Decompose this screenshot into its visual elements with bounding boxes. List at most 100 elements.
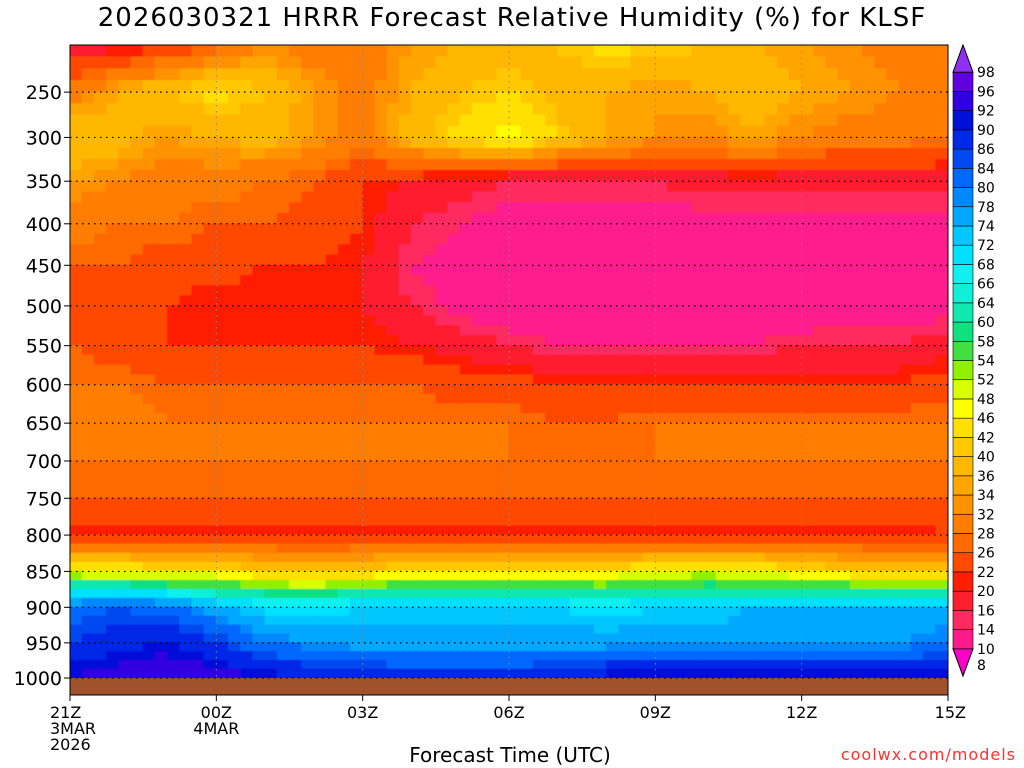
- rh-cell: [386, 588, 400, 599]
- rh-cell: [142, 56, 156, 70]
- rh-cell: [593, 212, 608, 225]
- rh-cell: [106, 191, 120, 204]
- rh-cell: [874, 68, 888, 82]
- rh-cell: [289, 180, 303, 193]
- rh-cell: [410, 606, 425, 617]
- rh-cell: [106, 125, 120, 138]
- rh-cell: [752, 479, 766, 490]
- rh-cell: [215, 393, 230, 405]
- rh-cell: [593, 393, 608, 405]
- rh-cell: [215, 103, 230, 116]
- rh-cell: [191, 393, 205, 405]
- credit-link[interactable]: coolwx.com/models: [840, 745, 1016, 764]
- rh-cell: [849, 606, 864, 617]
- colorbar-swatch: [952, 494, 974, 515]
- rh-cell: [215, 570, 230, 581]
- rh-cell: [118, 68, 132, 82]
- rh-cell: [874, 642, 888, 653]
- rh-cell: [910, 285, 925, 297]
- rh-cell: [825, 325, 839, 337]
- rh-cell: [849, 374, 864, 386]
- rh-cell: [923, 114, 937, 127]
- rh-cell: [728, 469, 742, 481]
- rh-cell: [764, 56, 778, 70]
- rh-cell: [471, 624, 486, 635]
- rh-cell: [264, 114, 278, 127]
- rh-cell: [703, 403, 717, 415]
- rh-cell: [386, 275, 400, 287]
- rh-cell: [142, 68, 156, 82]
- rh-cell: [203, 315, 217, 327]
- rh-cell: [81, 561, 95, 572]
- rh-cell: [886, 103, 900, 116]
- rh-cell: [813, 80, 827, 93]
- rh-cell: [215, 615, 230, 626]
- rh-cell: [898, 525, 912, 536]
- rh-cell: [410, 148, 425, 161]
- rh-cell: [618, 422, 632, 434]
- rh-cell: [179, 534, 193, 545]
- rh-cell: [459, 305, 473, 317]
- rh-cell: [606, 169, 620, 182]
- rh-cell: [752, 315, 766, 327]
- rh-cell: [776, 588, 790, 599]
- rh-cell: [240, 45, 254, 58]
- rh-cell: [593, 125, 608, 138]
- rh-cell: [349, 275, 364, 287]
- rh-cell: [349, 169, 364, 182]
- rh-cell: [642, 305, 656, 317]
- rh-cell: [191, 68, 205, 82]
- rh-cell: [325, 169, 339, 182]
- rh-cell: [679, 403, 693, 415]
- rh-cell: [813, 668, 827, 678]
- rh-cell: [825, 136, 839, 150]
- rh-cell: [825, 254, 839, 266]
- rh-cell: [167, 543, 181, 554]
- rh-cell: [898, 275, 912, 287]
- rh-cell: [606, 633, 620, 644]
- rh-cell: [667, 45, 681, 58]
- rh-cell: [264, 579, 278, 590]
- rh-cell: [520, 570, 534, 581]
- rh-cell: [728, 103, 742, 116]
- rh-cell: [471, 588, 486, 599]
- rh-cell: [764, 606, 778, 617]
- rh-cell: [154, 80, 169, 93]
- rh-cell: [581, 254, 595, 266]
- rh-cell: [801, 169, 815, 182]
- rh-cell: [874, 285, 888, 297]
- rh-cell: [459, 45, 473, 58]
- rh-cell: [703, 68, 717, 82]
- rh-cell: [167, 254, 181, 266]
- rh-cell: [886, 441, 900, 453]
- rh-cell: [337, 136, 351, 150]
- rh-cell: [252, 56, 266, 70]
- rh-cell: [545, 469, 559, 481]
- rh-cell: [532, 615, 547, 626]
- rh-cell: [70, 651, 83, 661]
- rh-cell: [276, 552, 290, 563]
- rh-cell: [715, 525, 729, 536]
- rh-cell: [508, 354, 522, 366]
- rh-cell: [386, 264, 400, 277]
- rh-cell: [93, 633, 108, 644]
- rh-cell: [289, 264, 303, 277]
- rh-cell: [70, 223, 83, 235]
- rh-cell: [740, 125, 754, 138]
- rh-cell: [203, 403, 217, 415]
- rh-cell: [228, 384, 242, 395]
- rh-cell: [276, 191, 290, 204]
- rh-cell: [825, 469, 839, 481]
- rh-cell: [118, 403, 132, 415]
- rh-cell: [813, 579, 827, 590]
- rh-cell: [667, 615, 681, 626]
- rh-cell: [728, 624, 742, 635]
- rh-cell: [898, 285, 912, 297]
- rh-cell: [484, 136, 498, 150]
- rh-cell: [898, 68, 912, 82]
- rh-cell: [910, 325, 925, 337]
- rh-cell: [898, 125, 912, 138]
- rh-cell: [606, 136, 620, 150]
- rh-cell: [313, 579, 327, 590]
- rh-cell: [142, 488, 156, 499]
